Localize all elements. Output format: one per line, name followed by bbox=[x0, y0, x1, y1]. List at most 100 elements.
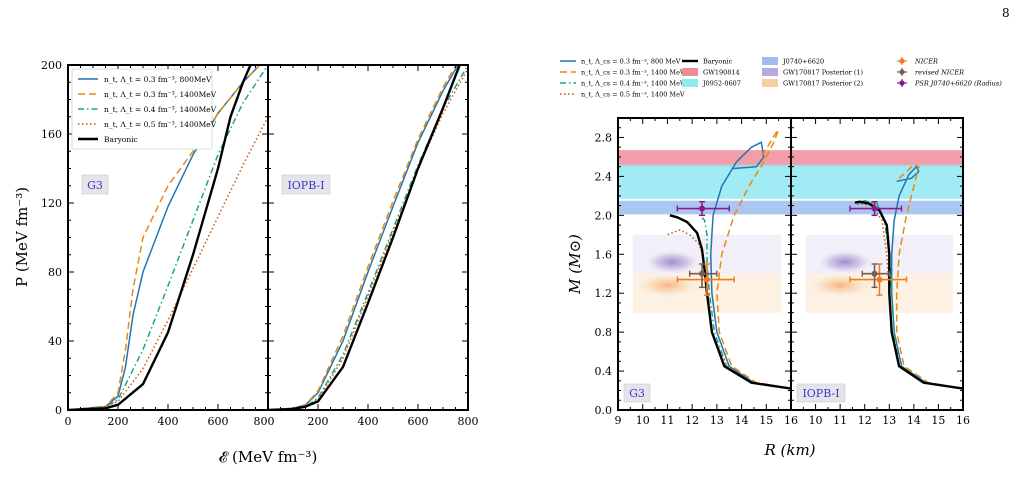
mr-panel-iopb-i: IOPB-I bbox=[790, 117, 964, 411]
mr-ylabel: M (M⊙) bbox=[566, 234, 584, 295]
ytick-label-mr: 2.8 bbox=[595, 131, 613, 144]
mr-legend-label-9: GW170817 Posterior (2) bbox=[783, 80, 864, 88]
eos-line-g3-4 bbox=[68, 65, 252, 410]
eos-line-g3-1 bbox=[68, 65, 261, 410]
mr-legend-marker-10 bbox=[899, 58, 905, 64]
panel-tag-mr-g3: G3 bbox=[629, 387, 645, 400]
mr-legend-swatch-5 bbox=[682, 68, 698, 76]
mr-legend-label-6: J0952-0607 bbox=[702, 80, 741, 88]
xtick-label-mr: 12 bbox=[858, 414, 872, 427]
gw170817-posterior-1 bbox=[819, 251, 872, 274]
xtick-label-eos: 600 bbox=[408, 415, 429, 428]
mr-legend-label-11: revised NICER bbox=[915, 69, 964, 77]
mr-legend: n_t, Λ_cs = 0.3 fm⁻³, 800 MeV n_t, Λ_cs =… bbox=[560, 57, 1002, 99]
mr-line-g3-1 bbox=[716, 128, 791, 390]
mr-legend-label-2: n_t, Λ_cs = 0.4 fm⁻³, 1400 MeV bbox=[581, 80, 685, 88]
gw170817-posterior-2 bbox=[810, 274, 871, 297]
xtick-label-mr: 15 bbox=[931, 414, 945, 427]
ytick-label-mr: 0.4 bbox=[595, 365, 613, 378]
mr-panel-g3: G3 bbox=[617, 117, 792, 411]
xtick-label-mr: 10 bbox=[636, 414, 650, 427]
xtick-label-mr: 14 bbox=[907, 414, 921, 427]
ytick-label-eos: 200 bbox=[41, 59, 62, 72]
eos-panel-iopb-i: IOPB-I bbox=[267, 64, 469, 411]
eos-line-iopb-i-1 bbox=[268, 65, 457, 410]
eos-xlabel: 𝓔 (MeV fm⁻³) bbox=[219, 448, 318, 466]
xtick-label-mr: 14 bbox=[735, 414, 749, 427]
mr-legend-label-0: n_t, Λ_cs = 0.3 fm⁻³, 800 MeV bbox=[581, 58, 681, 66]
eos-legend-label-2: n_t, Λ_t = 0.4 fm⁻³, 1400MeV bbox=[104, 105, 217, 114]
eos-legend: n_t, Λ_t = 0.3 fm⁻³, 800MeV n_t, Λ_t = 0.… bbox=[71, 68, 217, 150]
eos-line-iopb-i-0 bbox=[268, 65, 459, 410]
xtick-label-eos: 800 bbox=[254, 415, 275, 428]
mr-legend-label-10: NICER bbox=[914, 58, 938, 66]
xtick-label-eos: 0 bbox=[65, 415, 72, 428]
mr-xlabel: R (km) bbox=[763, 441, 815, 459]
eos-line-g3-3 bbox=[68, 116, 268, 410]
eos-frame-iopb-i bbox=[267, 64, 469, 411]
xtick-label-eos: 200 bbox=[308, 415, 329, 428]
band-gw190814 bbox=[618, 150, 791, 167]
mr-legend-label-8: GW170817 Posterior (1) bbox=[783, 69, 864, 77]
page-number: 8 bbox=[1002, 6, 1010, 20]
error-point-revised-nicer bbox=[699, 270, 706, 277]
mr-line-g3-4 bbox=[669, 214, 791, 390]
ytick-label-mr: 2.4 bbox=[595, 170, 613, 183]
band-j0952-0607 bbox=[618, 164, 791, 199]
eos-legend-label-3: n_t, Λ_t = 0.5 fm⁻³, 1400MeV bbox=[104, 120, 217, 129]
mr-legend-marker-12 bbox=[899, 80, 905, 86]
mr-line-iopb-i-3 bbox=[854, 202, 963, 390]
mr-content-iopb-i bbox=[791, 150, 963, 390]
xtick-label-mr: 9 bbox=[615, 414, 622, 427]
gw170817-posterior-1 bbox=[646, 251, 699, 274]
ytick-label-eos: 0 bbox=[55, 404, 62, 417]
mr-legend-label-3: n_t, Λ_cs = 0.5 fm⁻³, 1400 MeV bbox=[581, 91, 685, 99]
panel-tag-g3: G3 bbox=[87, 179, 103, 192]
mr-legend-swatch-9 bbox=[762, 79, 778, 87]
ytick-label-mr: 0.8 bbox=[595, 326, 613, 339]
band-gw190814 bbox=[791, 150, 963, 167]
eos-panel-g3: G3 bbox=[67, 64, 269, 411]
eos-legend-label-0: n_t, Λ_t = 0.3 fm⁻³, 800MeV bbox=[104, 75, 212, 84]
mr-legend-label-12: PSR J0740+6620 (Radius) bbox=[914, 80, 1002, 88]
mr-legend-swatch-8 bbox=[762, 68, 778, 76]
xtick-label-mr: 11 bbox=[660, 414, 674, 427]
xtick-label-mr: 15 bbox=[759, 414, 773, 427]
eos-curves-g3 bbox=[68, 65, 268, 410]
xtick-label-eos: 400 bbox=[358, 415, 379, 428]
xtick-label-eos: 400 bbox=[158, 415, 179, 428]
ytick-label-mr: 2.0 bbox=[595, 209, 613, 222]
mr-legend-swatch-7 bbox=[762, 57, 778, 65]
ytick-label-eos: 40 bbox=[48, 335, 62, 348]
eos-legend-box bbox=[71, 68, 213, 150]
eos-curves-iopb-i bbox=[268, 65, 468, 410]
eos-line-g3-2 bbox=[68, 65, 268, 410]
panel-tag-bg bbox=[796, 383, 846, 403]
xtick-label-mr: 11 bbox=[833, 414, 847, 427]
gw170817-posterior-2 bbox=[637, 274, 698, 297]
error-point-nicer bbox=[703, 276, 710, 283]
eos-line-iopb-i-2 bbox=[268, 65, 468, 410]
mr-legend-swatch-6 bbox=[682, 79, 698, 87]
ytick-label-eos: 160 bbox=[41, 128, 62, 141]
mr-legend-label-4: Baryonic bbox=[703, 58, 733, 66]
xtick-label-mr: 13 bbox=[882, 414, 896, 427]
error-point-revised-nicer bbox=[871, 270, 878, 277]
mr-line-iopb-i-1 bbox=[895, 163, 963, 390]
panel-tag-bg bbox=[623, 383, 651, 403]
mr-legend-marker-11 bbox=[899, 69, 905, 75]
mr-line-iopb-i-0 bbox=[890, 165, 963, 390]
panel-tag-iopb-i: IOPB-I bbox=[287, 179, 324, 192]
panel-tag-mr-iopb-i: IOPB-I bbox=[802, 387, 839, 400]
error-point-psr-j0740-6620-radius- bbox=[871, 205, 878, 212]
panel-tag-bg bbox=[81, 174, 109, 195]
mr-legend-label-7: J0740+6620 bbox=[782, 58, 824, 66]
xtick-label-mr: 13 bbox=[710, 414, 724, 427]
xtick-label-mr: 10 bbox=[809, 414, 823, 427]
mr-legend-label-1: n_t, Λ_cs = 0.3 fm⁻³, 1400 MeV bbox=[581, 69, 685, 77]
ytick-label-mr: 1.2 bbox=[595, 287, 613, 300]
eos-ylabel: P (MeV fm⁻³) bbox=[13, 187, 31, 287]
xtick-label-mr: 12 bbox=[685, 414, 699, 427]
eos-legend-label-1: n_t, Λ_t = 0.3 fm⁻³, 1400MeV bbox=[104, 90, 217, 99]
